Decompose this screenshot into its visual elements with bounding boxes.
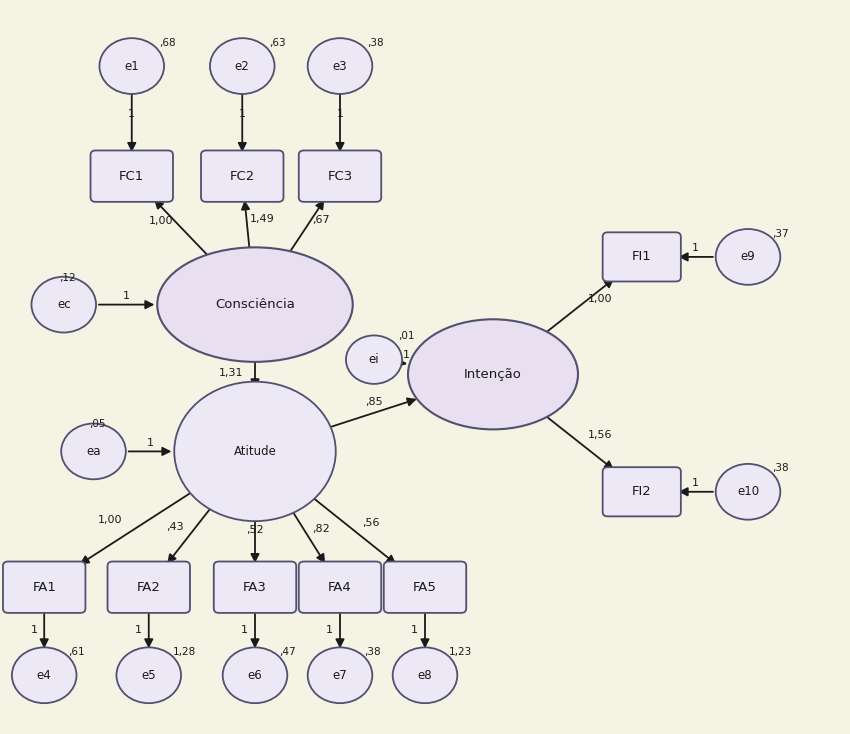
Text: 1,31: 1,31	[219, 368, 243, 377]
Ellipse shape	[157, 247, 353, 362]
Text: 1,56: 1,56	[588, 430, 613, 440]
Text: 1: 1	[123, 291, 130, 301]
FancyBboxPatch shape	[214, 562, 296, 613]
Ellipse shape	[223, 647, 287, 703]
Text: ,01: ,01	[398, 331, 414, 341]
FancyBboxPatch shape	[384, 562, 466, 613]
Text: FI1: FI1	[632, 250, 652, 264]
Text: 1: 1	[239, 109, 246, 119]
Text: ,68: ,68	[159, 37, 176, 48]
Ellipse shape	[210, 38, 275, 94]
Text: e10: e10	[737, 485, 759, 498]
Ellipse shape	[716, 229, 780, 285]
FancyBboxPatch shape	[299, 562, 381, 613]
Text: 1: 1	[128, 109, 135, 119]
Text: e8: e8	[417, 669, 433, 682]
Text: ea: ea	[86, 445, 101, 458]
Text: e1: e1	[124, 59, 139, 73]
Text: e7: e7	[332, 669, 348, 682]
Text: 1: 1	[31, 625, 37, 635]
Text: 1: 1	[326, 625, 333, 635]
Text: ei: ei	[369, 353, 379, 366]
Text: FI2: FI2	[632, 485, 652, 498]
Ellipse shape	[31, 277, 96, 333]
Text: ,05: ,05	[89, 419, 105, 429]
Text: FC2: FC2	[230, 170, 255, 183]
Ellipse shape	[99, 38, 164, 94]
Text: 1: 1	[411, 625, 418, 635]
Text: 1,23: 1,23	[449, 647, 472, 657]
Text: FA3: FA3	[243, 581, 267, 594]
Text: ,85: ,85	[366, 397, 383, 407]
Text: 1: 1	[692, 478, 700, 488]
Ellipse shape	[716, 464, 780, 520]
FancyBboxPatch shape	[3, 562, 85, 613]
Text: ,47: ,47	[279, 647, 296, 657]
Text: e9: e9	[740, 250, 756, 264]
Ellipse shape	[308, 647, 372, 703]
Text: ,63: ,63	[269, 37, 286, 48]
FancyBboxPatch shape	[603, 468, 681, 517]
Ellipse shape	[116, 647, 181, 703]
Text: e2: e2	[235, 59, 250, 73]
Text: 1,00: 1,00	[588, 294, 613, 304]
Text: 1: 1	[692, 243, 700, 253]
Text: 1,49: 1,49	[250, 214, 275, 224]
Text: 1: 1	[337, 109, 343, 119]
Text: ,38: ,38	[772, 463, 789, 473]
Text: FA1: FA1	[32, 581, 56, 594]
Ellipse shape	[174, 382, 336, 521]
Ellipse shape	[61, 424, 126, 479]
Text: Atitude: Atitude	[234, 445, 276, 458]
FancyBboxPatch shape	[201, 150, 283, 202]
Text: e5: e5	[141, 669, 156, 682]
Text: e3: e3	[332, 59, 348, 73]
Text: ,56: ,56	[362, 518, 380, 528]
Ellipse shape	[408, 319, 578, 429]
Text: ,52: ,52	[246, 525, 264, 535]
Text: 1: 1	[135, 625, 142, 635]
Text: ,12: ,12	[60, 272, 76, 283]
Text: 1: 1	[146, 437, 154, 448]
Text: ,43: ,43	[166, 523, 184, 532]
Text: 1,28: 1,28	[173, 647, 196, 657]
Text: 1: 1	[241, 625, 248, 635]
Text: FA4: FA4	[328, 581, 352, 594]
Text: FA5: FA5	[413, 581, 437, 594]
FancyBboxPatch shape	[107, 562, 190, 613]
Text: FC1: FC1	[119, 170, 144, 183]
Text: ,38: ,38	[364, 647, 381, 657]
Text: e6: e6	[247, 669, 263, 682]
FancyBboxPatch shape	[90, 150, 173, 202]
Text: FA2: FA2	[137, 581, 161, 594]
Ellipse shape	[12, 647, 76, 703]
Text: 1,00: 1,00	[98, 515, 122, 525]
FancyBboxPatch shape	[603, 232, 681, 281]
Text: ,82: ,82	[312, 523, 330, 534]
Text: 1: 1	[402, 350, 410, 360]
Text: e4: e4	[37, 669, 52, 682]
Text: FC3: FC3	[327, 170, 353, 183]
Text: ,38: ,38	[367, 37, 384, 48]
Text: 1,00: 1,00	[149, 217, 173, 227]
FancyBboxPatch shape	[299, 150, 381, 202]
Text: Intenção: Intenção	[464, 368, 522, 381]
Text: ,61: ,61	[68, 647, 85, 657]
Ellipse shape	[393, 647, 457, 703]
Text: ,67: ,67	[313, 215, 330, 225]
Ellipse shape	[346, 335, 402, 384]
Ellipse shape	[308, 38, 372, 94]
Text: ,37: ,37	[772, 228, 789, 239]
Text: ec: ec	[57, 298, 71, 311]
Text: Consciência: Consciência	[215, 298, 295, 311]
